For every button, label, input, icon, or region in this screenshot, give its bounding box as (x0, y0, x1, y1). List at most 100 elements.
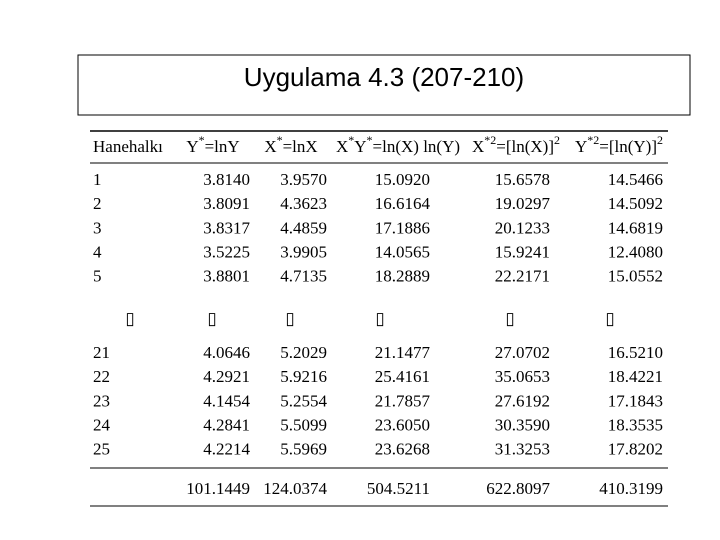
ellipsis: ▯ (375, 309, 384, 328)
header-text: =lnX (283, 137, 318, 156)
header-cell: Y*=lnY (186, 133, 239, 156)
cell-value: 3.8801 (203, 267, 250, 286)
cell-value: 15.0920 (375, 170, 430, 189)
superscript: * (367, 133, 373, 147)
superscript: 2 (657, 133, 663, 147)
cell-value: 27.0702 (495, 343, 550, 362)
row-label: 4 (93, 243, 102, 262)
header-cell: X*=lnX (264, 133, 317, 156)
row-label: 1 (93, 170, 102, 189)
cell-value: 4.4859 (280, 218, 327, 237)
cell-value: 17.1843 (608, 391, 663, 410)
ellipsis: ▯ (605, 309, 614, 328)
cell-value: 4.0646 (203, 343, 250, 362)
ellipsis: ▯ (285, 309, 294, 328)
cell-value: 5.5099 (280, 416, 327, 435)
cell-value: 3.9570 (280, 170, 327, 189)
cell-value: 3.9905 (280, 243, 327, 262)
header-text: X (472, 137, 484, 156)
total-value: 504.5211 (367, 479, 430, 498)
row-label: 22 (93, 367, 110, 386)
header-text: Y (186, 137, 198, 156)
total-value: 622.8097 (486, 479, 550, 498)
ellipsis: ▯ (125, 309, 134, 328)
cell-value: 14.5092 (608, 194, 663, 213)
cell-value: 23.6268 (375, 440, 430, 459)
header-text: X (336, 137, 348, 156)
cell-value: 16.6164 (375, 194, 431, 213)
superscript: *2 (587, 133, 599, 147)
cell-value: 14.0565 (375, 243, 430, 262)
cell-value: 19.0297 (495, 194, 551, 213)
cell-value: 23.6050 (375, 416, 430, 435)
cell-value: 4.2841 (203, 416, 250, 435)
cell-value: 14.5466 (608, 170, 663, 189)
cell-value: 16.5210 (608, 343, 663, 362)
header-text: =ln(X) ln(Y) (373, 137, 460, 156)
cell-value: 4.2214 (203, 440, 250, 459)
total-value: 124.0374 (263, 479, 327, 498)
slide-title: Uygulama 4.3 (207-210) (244, 62, 524, 92)
cell-value: 21.7857 (375, 391, 431, 410)
cell-value: 27.6192 (495, 391, 550, 410)
row-label: 5 (93, 267, 102, 286)
cell-value: 15.0552 (608, 267, 663, 286)
header-text: X (264, 137, 276, 156)
cell-value: 4.1454 (203, 391, 250, 410)
cell-value: 4.2921 (203, 367, 250, 386)
ellipsis: ▯ (207, 309, 216, 328)
total-value: 410.3199 (599, 479, 663, 498)
header-text: Y (354, 137, 366, 156)
cell-value: 18.2889 (375, 267, 430, 286)
cell-value: 21.1477 (375, 343, 431, 362)
cell-value: 5.5969 (280, 440, 327, 459)
header-text: =lnY (205, 137, 240, 156)
cell-value: 15.9241 (495, 243, 550, 262)
total-value: 101.1449 (186, 479, 250, 498)
superscript: * (277, 133, 283, 147)
cell-value: 3.5225 (203, 243, 250, 262)
cell-value: 25.4161 (375, 367, 430, 386)
cell-value: 18.4221 (608, 367, 663, 386)
cell-value: 18.3535 (608, 416, 663, 435)
cell-value: 3.8140 (203, 170, 250, 189)
row-label: 2 (93, 194, 102, 213)
cell-value: 17.8202 (608, 440, 663, 459)
cell-value: 12.4080 (608, 243, 663, 262)
row-label: 25 (93, 440, 110, 459)
header-text: Hanehalkı (93, 137, 163, 156)
header-text: =[ln(X)] (496, 137, 554, 156)
cell-value: 15.6578 (495, 170, 550, 189)
superscript: 2 (554, 133, 560, 147)
superscript: * (348, 133, 354, 147)
header-cell: X*Y*=ln(X) ln(Y) (336, 133, 460, 156)
cell-value: 4.7135 (280, 267, 327, 286)
title-box (77, 54, 691, 116)
row-label: 23 (93, 391, 110, 410)
row-label: 21 (93, 343, 110, 362)
row-label: 24 (93, 416, 111, 435)
table: Hanehalkı Y*=lnY X*=lnX X*Y*=ln(X) ln(Y) X*2… (93, 133, 663, 498)
cell-value: 3.8317 (203, 218, 250, 237)
cell-value: 5.2029 (280, 343, 327, 362)
header-text: Y (575, 137, 587, 156)
cell-value: 20.1233 (495, 218, 550, 237)
cell-value: 17.1886 (375, 218, 430, 237)
header-cell: X*2=[ln(X)]2 (472, 133, 560, 156)
superscript: *2 (484, 133, 496, 147)
cell-value: 5.9216 (280, 367, 327, 386)
superscript: * (199, 133, 205, 147)
cell-value: 3.8091 (203, 194, 250, 213)
header-cell: Y*2=[ln(Y)]2 (575, 133, 663, 156)
cell-value: 4.3623 (280, 194, 327, 213)
cell-value: 22.2171 (495, 267, 550, 286)
header-cell: Hanehalkı (93, 137, 163, 156)
cell-value: 14.6819 (608, 218, 663, 237)
ellipsis: ▯ (505, 309, 514, 328)
cell-value: 35.0653 (495, 367, 550, 386)
cell-value: 5.2554 (280, 391, 327, 410)
cell-value: 31.3253 (495, 440, 550, 459)
header-text: =[ln(Y)] (599, 137, 657, 156)
